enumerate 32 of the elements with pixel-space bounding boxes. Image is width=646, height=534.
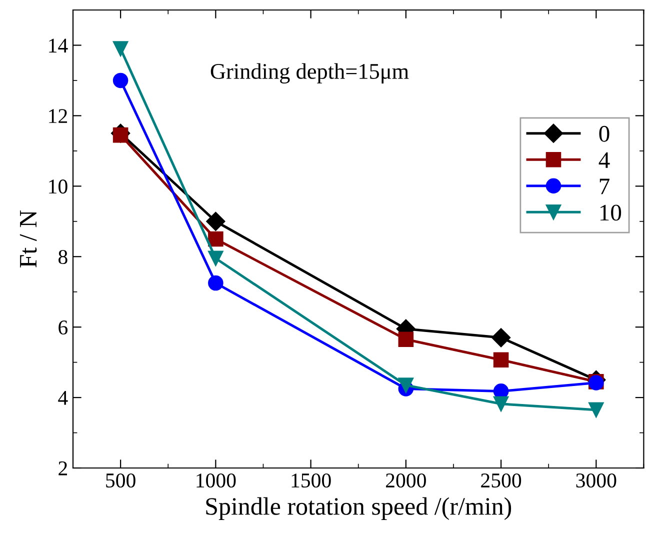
annotation: Grinding depth=15μm [210,63,409,84]
y-tick-label: 4 [58,391,68,405]
x-tick-label: 500 [106,473,136,488]
y-axis-title: Ft / N [20,210,37,268]
point [491,328,511,348]
y-tick-label: 2 [58,461,67,476]
x-tick-label: 1500 [292,473,331,488]
point [398,332,414,348]
point [112,41,128,56]
point [208,231,224,247]
point [208,250,224,266]
y-tick-label: 10 [49,180,68,194]
x-tick-label: 2000 [386,473,426,488]
point [588,402,604,418]
y-tick-label: 6 [58,320,68,335]
legend-label: 4 [598,152,610,168]
y-tick-label: 8 [58,250,68,264]
legend-label: 7 [600,178,610,194]
x-axis-title: Spindle rotation speed /(r/min) [206,497,512,520]
point [493,352,509,368]
y-tick-label: 14 [49,38,68,52]
x-tick-label: 3000 [576,473,616,488]
legend-label: 10 [600,204,622,221]
point [398,378,414,393]
x-tick-label: 1000 [196,473,236,488]
point [112,72,128,88]
legend-label: 0 [599,126,610,142]
x-tick-label: 2500 [481,473,522,488]
point [493,396,509,412]
point [206,212,226,231]
point [208,275,224,291]
y-tick-label: 12 [49,109,67,123]
